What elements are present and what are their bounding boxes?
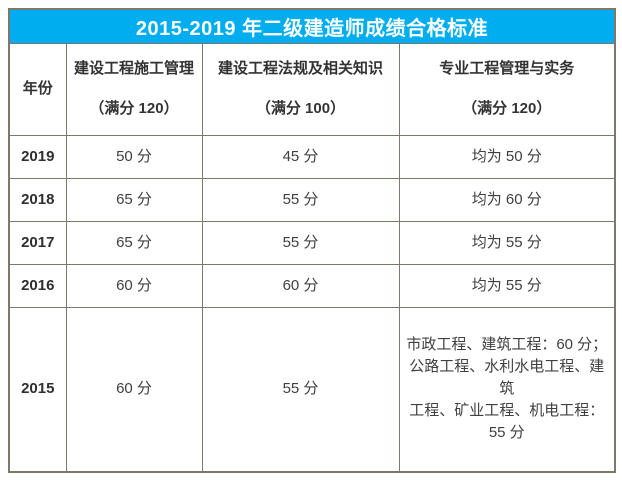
column-header-professional-practice: 专业工程管理与实务 （满分 120） <box>398 42 616 136</box>
management-score-cell: 65 分 <box>65 177 203 222</box>
table-row-2017: 2017 65 分 55 分 均为 55 分 <box>8 220 616 265</box>
practice-score-cell: 市政工程、建筑工程：60 分； 公路工程、水利水电工程、建筑 工程、矿业工程、机… <box>398 306 616 473</box>
practice-score-cell: 均为 50 分 <box>398 134 616 179</box>
year-cell: 2016 <box>8 263 67 308</box>
column-header-laws-regulations: 建设工程法规及相关知识 （满分 100） <box>201 42 400 136</box>
regulations-score-cell: 45 分 <box>201 134 400 179</box>
practice-score-cell: 均为 55 分 <box>398 263 616 308</box>
management-score-cell: 60 分 <box>65 306 203 473</box>
regulations-score-cell: 55 分 <box>201 220 400 265</box>
regulations-score-cell: 60 分 <box>201 263 400 308</box>
regulations-score-cell: 55 分 <box>201 306 400 473</box>
column-header-construction-management: 建设工程施工管理 （满分 120） <box>65 42 203 136</box>
year-cell: 2018 <box>8 177 67 222</box>
year-cell: 2015 <box>8 306 67 473</box>
year-cell: 2017 <box>8 220 67 265</box>
practice-score-cell: 均为 60 分 <box>398 177 616 222</box>
page-title: 2015-2019 年二级建造师成绩合格标准 <box>8 8 616 44</box>
table-header-row: 年份 建设工程施工管理 （满分 120） 建设工程法规及相关知识 （满分 100… <box>8 42 616 136</box>
table-row-2019: 2019 50 分 45 分 均为 50 分 <box>8 134 616 179</box>
management-score-cell: 60 分 <box>65 263 203 308</box>
regulations-score-cell: 55 分 <box>201 177 400 222</box>
table-row-2015: 2015 60 分 55 分 市政工程、建筑工程：60 分； 公路工程、水利水电… <box>8 306 616 473</box>
pass-score-table: 2015-2019 年二级建造师成绩合格标准 年份 建设工程施工管理 （满分 1… <box>8 8 617 473</box>
management-score-cell: 50 分 <box>65 134 203 179</box>
column-header-year: 年份 <box>8 42 67 136</box>
table-row-2018: 2018 65 分 55 分 均为 60 分 <box>8 177 616 222</box>
table-title-row: 2015-2019 年二级建造师成绩合格标准 <box>8 8 616 44</box>
year-cell: 2019 <box>8 134 67 179</box>
practice-score-cell: 均为 55 分 <box>398 220 616 265</box>
management-score-cell: 65 分 <box>65 220 203 265</box>
table-row-2016: 2016 60 分 60 分 均为 55 分 <box>8 263 616 308</box>
